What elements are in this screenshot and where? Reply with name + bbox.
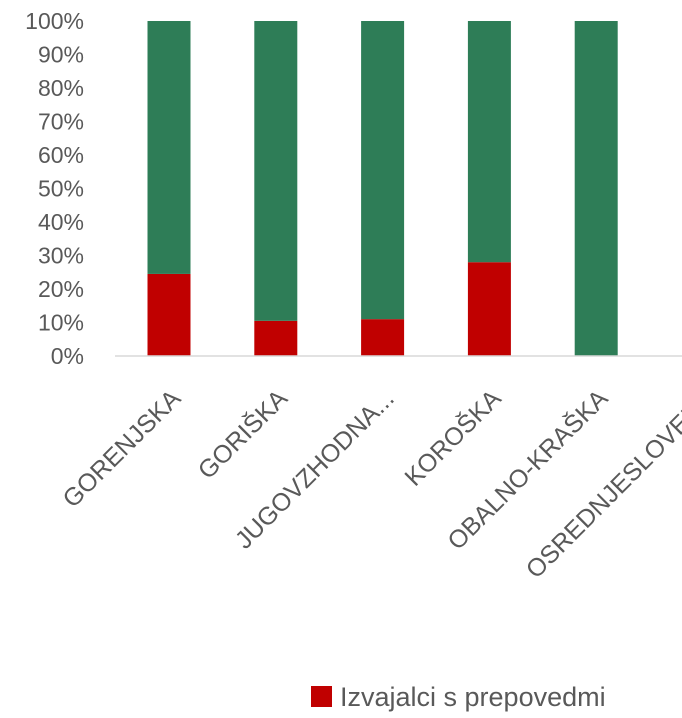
bars [147, 21, 618, 356]
category-label: GORENJSKA [57, 384, 186, 513]
y-tick-label: 60% [38, 142, 84, 168]
bar-segment [467, 21, 511, 263]
category-label: GORIŠKA [192, 384, 293, 485]
legend: Izvajalci s prepovedmi [311, 682, 606, 712]
y-tick-label: 50% [38, 176, 84, 202]
bar-segment [574, 21, 618, 356]
y-tick-label: 100% [25, 8, 84, 34]
y-axis-ticks: 0% 10% 20% 30% 40% 50% 60% 70% 80% 90% 100% [25, 8, 84, 369]
category-label: KOROŠKA [399, 384, 507, 492]
bar-segment [361, 21, 405, 320]
bar-segment [147, 21, 191, 274]
y-tick-label: 90% [38, 42, 84, 68]
y-tick-label: 20% [38, 276, 84, 302]
y-tick-label: 70% [38, 109, 84, 135]
y-tick-label: 40% [38, 209, 84, 235]
bar-segment [254, 21, 298, 321]
bar-segment [467, 262, 511, 356]
bar-segment [254, 320, 298, 356]
y-tick-label: 80% [38, 75, 84, 101]
legend-label: Izvajalci s prepovedmi [340, 682, 606, 712]
legend-swatch [311, 686, 332, 707]
y-tick-label: 10% [38, 310, 84, 336]
y-tick-label: 30% [38, 243, 84, 269]
bar-segment [147, 273, 191, 356]
bar-segment [361, 319, 405, 356]
y-tick-label: 0% [51, 343, 84, 369]
